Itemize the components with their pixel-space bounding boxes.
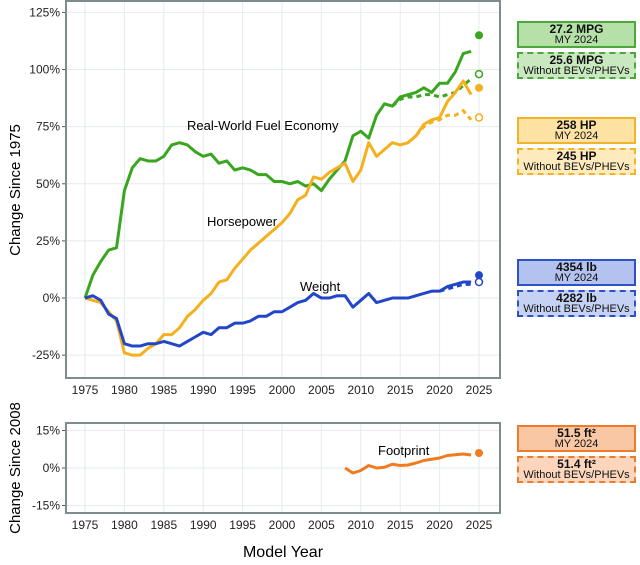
weight-2024-point (475, 271, 483, 280)
horsepower-no-ev-point (474, 113, 484, 122)
x-tick-label: 2015 (387, 383, 414, 397)
footprint-noev-box: 51.4 ft² Without BEVs/PHEVs (517, 456, 636, 483)
label-fuel-economy: Real-World Fuel Economy (187, 118, 339, 133)
x-tick-label: 2010 (347, 518, 374, 532)
horsepower-line (84, 79, 473, 357)
hp-noev-value: 245 HP (556, 149, 597, 163)
x-tick-label: 1980 (111, 518, 138, 532)
plot-frame (65, 0, 501, 379)
bottom-panel: 1975 1980 1985 1990 1995 2000 2005 2010 2015 2020… (32, 422, 501, 532)
label-horsepower: Horsepower (207, 214, 278, 229)
x-tick-label: 1975 (72, 518, 99, 532)
x-tick-label: 2020 (426, 518, 453, 532)
mpg-noev-sub: Without BEVs/PHEVs (523, 65, 630, 77)
real-world-fuel-economy-no-ev-point (474, 69, 484, 79)
weight-no-ev-line (439, 282, 472, 293)
y-tick-label: 0% (43, 291, 61, 305)
x-tick-label: 2000 (269, 383, 296, 397)
hp-value: 258 HP (556, 118, 597, 132)
plot-frame (65, 422, 501, 514)
y-tick-label: 15% (36, 424, 60, 438)
x-tick-label: 2025 (466, 518, 493, 532)
bottom-y-axis-label: Change Since 2008 (7, 402, 24, 534)
weight-no-ev-point (474, 277, 484, 287)
mpg-sub: MY 2024 (554, 34, 599, 46)
x-tick-label: 2000 (269, 518, 296, 532)
mpg-box: 27.2 MPG MY 2024 (517, 21, 636, 48)
real-world-fuel-economy-2024-point (475, 31, 483, 40)
y-tick-label: 75% (36, 120, 60, 134)
top-y-axis-label: Change Since 1975 (7, 124, 24, 256)
footprint-2024-point (475, 449, 483, 457)
y-tick-label: 50% (36, 177, 60, 191)
x-tick-label: 1995 (229, 518, 256, 532)
x-tick-label: 2025 (466, 383, 493, 397)
x-tick-label: 1975 (72, 383, 99, 397)
hp-noev-box: 245 HP Without BEVs/PHEVs (517, 148, 636, 175)
x-tick-label: 1990 (190, 383, 217, 397)
x-tick-label: 2010 (347, 383, 374, 397)
x-axis-label: Model Year (243, 544, 324, 561)
x-tick-label: 1985 (150, 518, 177, 532)
x-tick-label: 2005 (308, 518, 335, 532)
x-tick-label: 2020 (426, 383, 453, 397)
y-tick-label: -15% (32, 499, 60, 513)
weight-noev-box: 4282 lb Without BEVs/PHEVs (517, 290, 636, 317)
footprint-noev-sub: Without BEVs/PHEVs (523, 469, 630, 481)
x-tick-label: 2005 (308, 383, 335, 397)
y-tick-label: 125% (29, 5, 60, 19)
y-tick-label: 100% (29, 63, 60, 77)
horsepower-2024-point (475, 83, 483, 92)
footprint-line (344, 452, 472, 475)
footprint-sub: MY 2024 (554, 438, 599, 450)
x-tick-label: 1980 (111, 383, 138, 397)
x-tick-label: 1985 (150, 383, 177, 397)
hp-noev-sub: Without BEVs/PHEVs (523, 161, 630, 173)
y-tick-label: 0% (43, 461, 61, 475)
horsepower-no-ev-line (414, 108, 473, 137)
weight-line (84, 280, 472, 348)
hp-box: 258 HP MY 2024 (517, 117, 636, 144)
weight-noev-value: 4282 lb (556, 291, 597, 305)
x-tick-label: 1990 (190, 518, 217, 532)
label-footprint: Footprint (378, 443, 430, 458)
y-tick-label: 25% (36, 234, 60, 248)
hp-sub: MY 2024 (554, 130, 599, 142)
weight-value: 4354 lb (556, 260, 597, 274)
top-panel: 1975 1980 1985 1990 1995 2000 2005 2010 2015 2020… (29, 0, 501, 397)
x-tick-label: 1995 (229, 383, 256, 397)
x-tick-label: 2015 (387, 518, 414, 532)
real-world-fuel-economy-line (83, 49, 472, 299)
label-weight: Weight (300, 279, 341, 294)
footprint-value: 51.5 ft² (557, 426, 596, 440)
mpg-noev-value: 25.6 MPG (549, 53, 604, 67)
y-tick-label: -25% (32, 348, 60, 362)
mpg-value: 27.2 MPG (549, 22, 604, 36)
mpg-noev-box: 25.6 MPG Without BEVs/PHEVs (517, 52, 636, 79)
weight-box: 4354 lb MY 2024 (517, 259, 636, 286)
footprint-box: 51.5 ft² MY 2024 (517, 425, 636, 452)
footprint-noev-value: 51.4 ft² (557, 457, 596, 471)
weight-noev-sub: Without BEVs/PHEVs (523, 303, 630, 315)
weight-sub: MY 2024 (554, 272, 599, 284)
